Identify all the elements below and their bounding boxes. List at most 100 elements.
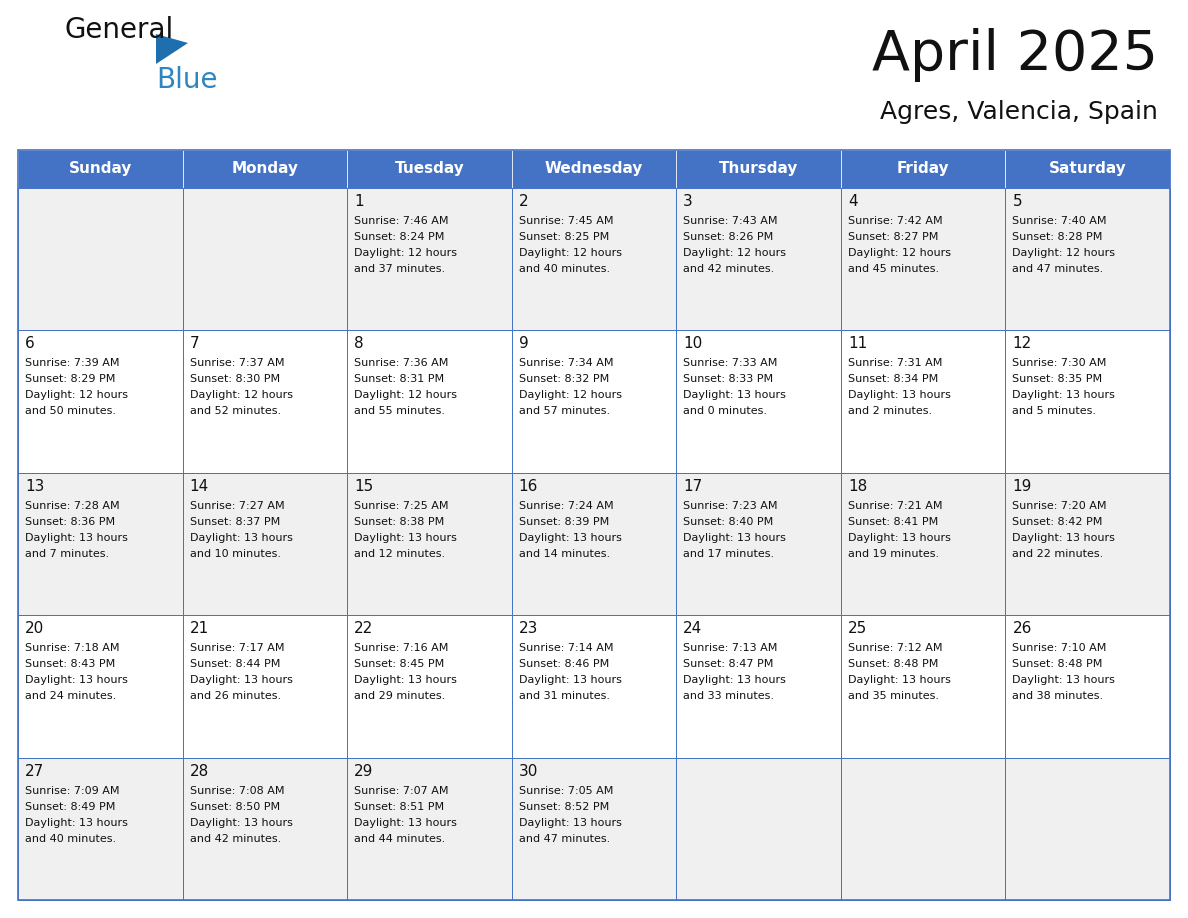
Text: Sunrise: 7:25 AM: Sunrise: 7:25 AM xyxy=(354,501,449,510)
Text: and 52 minutes.: and 52 minutes. xyxy=(190,407,280,417)
Text: Sunset: 8:26 PM: Sunset: 8:26 PM xyxy=(683,232,773,242)
Text: Thursday: Thursday xyxy=(719,162,798,176)
Text: Daylight: 12 hours: Daylight: 12 hours xyxy=(1012,248,1116,258)
Bar xyxy=(183,473,347,615)
Bar xyxy=(347,757,512,900)
Text: 20: 20 xyxy=(25,621,44,636)
Text: Sunrise: 7:30 AM: Sunrise: 7:30 AM xyxy=(1012,358,1107,368)
Text: Daylight: 13 hours: Daylight: 13 hours xyxy=(190,676,292,685)
Text: Daylight: 13 hours: Daylight: 13 hours xyxy=(683,390,786,400)
Text: Sunrise: 7:31 AM: Sunrise: 7:31 AM xyxy=(848,358,942,368)
Text: and 2 minutes.: and 2 minutes. xyxy=(848,407,931,417)
Bar xyxy=(347,188,512,330)
Text: and 29 minutes.: and 29 minutes. xyxy=(354,691,446,701)
Bar xyxy=(347,473,512,615)
Text: Sunrise: 7:10 AM: Sunrise: 7:10 AM xyxy=(1012,644,1107,654)
Text: 15: 15 xyxy=(354,479,373,494)
Text: Sunrise: 7:05 AM: Sunrise: 7:05 AM xyxy=(519,786,613,796)
Text: 25: 25 xyxy=(848,621,867,636)
Text: Sunset: 8:39 PM: Sunset: 8:39 PM xyxy=(519,517,609,527)
Text: and 42 minutes.: and 42 minutes. xyxy=(190,834,280,844)
Text: and 10 minutes.: and 10 minutes. xyxy=(190,549,280,559)
Text: 3: 3 xyxy=(683,194,693,209)
Text: and 40 minutes.: and 40 minutes. xyxy=(519,264,609,274)
Text: Daylight: 12 hours: Daylight: 12 hours xyxy=(848,248,950,258)
Bar xyxy=(18,150,183,188)
Text: Daylight: 13 hours: Daylight: 13 hours xyxy=(848,390,950,400)
Text: Daylight: 13 hours: Daylight: 13 hours xyxy=(683,676,786,685)
Text: and 7 minutes.: and 7 minutes. xyxy=(25,549,109,559)
Text: Sunrise: 7:24 AM: Sunrise: 7:24 AM xyxy=(519,501,613,510)
Bar xyxy=(512,330,676,473)
Text: Sunrise: 7:39 AM: Sunrise: 7:39 AM xyxy=(25,358,120,368)
Text: Sunrise: 7:46 AM: Sunrise: 7:46 AM xyxy=(354,216,449,226)
Text: Sunrise: 7:27 AM: Sunrise: 7:27 AM xyxy=(190,501,284,510)
Text: 12: 12 xyxy=(1012,336,1031,352)
Bar xyxy=(1005,615,1170,757)
Bar xyxy=(676,188,841,330)
Text: and 50 minutes.: and 50 minutes. xyxy=(25,407,116,417)
Text: Sunset: 8:30 PM: Sunset: 8:30 PM xyxy=(190,375,279,385)
Bar xyxy=(18,615,183,757)
Text: Sunrise: 7:28 AM: Sunrise: 7:28 AM xyxy=(25,501,120,510)
Text: Sunset: 8:34 PM: Sunset: 8:34 PM xyxy=(848,375,939,385)
Bar xyxy=(676,757,841,900)
Bar xyxy=(347,330,512,473)
Text: Daylight: 13 hours: Daylight: 13 hours xyxy=(848,676,950,685)
Text: Sunset: 8:35 PM: Sunset: 8:35 PM xyxy=(1012,375,1102,385)
Text: and 45 minutes.: and 45 minutes. xyxy=(848,264,939,274)
Bar xyxy=(512,473,676,615)
Text: Sunset: 8:28 PM: Sunset: 8:28 PM xyxy=(1012,232,1102,242)
Text: and 0 minutes.: and 0 minutes. xyxy=(683,407,767,417)
Bar xyxy=(1005,188,1170,330)
Bar xyxy=(18,330,183,473)
Text: Tuesday: Tuesday xyxy=(394,162,465,176)
Text: Sunrise: 7:09 AM: Sunrise: 7:09 AM xyxy=(25,786,120,796)
Bar xyxy=(18,473,183,615)
Text: Daylight: 13 hours: Daylight: 13 hours xyxy=(354,676,457,685)
Text: 30: 30 xyxy=(519,764,538,778)
Text: Sunset: 8:25 PM: Sunset: 8:25 PM xyxy=(519,232,609,242)
Text: Blue: Blue xyxy=(156,66,217,94)
Text: and 35 minutes.: and 35 minutes. xyxy=(848,691,939,701)
Text: Sunrise: 7:45 AM: Sunrise: 7:45 AM xyxy=(519,216,613,226)
Text: Sunrise: 7:21 AM: Sunrise: 7:21 AM xyxy=(848,501,942,510)
Text: 13: 13 xyxy=(25,479,44,494)
Text: 27: 27 xyxy=(25,764,44,778)
Text: and 40 minutes.: and 40 minutes. xyxy=(25,834,116,844)
Text: Sunrise: 7:42 AM: Sunrise: 7:42 AM xyxy=(848,216,942,226)
Bar xyxy=(347,150,512,188)
Bar xyxy=(841,330,1005,473)
Text: General: General xyxy=(65,16,175,44)
Text: 2: 2 xyxy=(519,194,529,209)
Bar xyxy=(841,188,1005,330)
Text: Sunset: 8:42 PM: Sunset: 8:42 PM xyxy=(1012,517,1102,527)
Text: 5: 5 xyxy=(1012,194,1022,209)
Text: and 55 minutes.: and 55 minutes. xyxy=(354,407,446,417)
Text: and 12 minutes.: and 12 minutes. xyxy=(354,549,446,559)
Bar xyxy=(183,188,347,330)
Text: Sunrise: 7:18 AM: Sunrise: 7:18 AM xyxy=(25,644,120,654)
Text: Daylight: 13 hours: Daylight: 13 hours xyxy=(519,818,621,828)
Text: Daylight: 13 hours: Daylight: 13 hours xyxy=(25,818,128,828)
Text: Sunrise: 7:12 AM: Sunrise: 7:12 AM xyxy=(848,644,942,654)
Text: Daylight: 12 hours: Daylight: 12 hours xyxy=(354,248,457,258)
Bar xyxy=(183,615,347,757)
Text: Sunset: 8:50 PM: Sunset: 8:50 PM xyxy=(190,801,279,812)
Text: 17: 17 xyxy=(683,479,702,494)
Bar xyxy=(512,150,676,188)
Bar xyxy=(512,188,676,330)
Text: 14: 14 xyxy=(190,479,209,494)
Text: Sunset: 8:48 PM: Sunset: 8:48 PM xyxy=(848,659,939,669)
Text: Daylight: 12 hours: Daylight: 12 hours xyxy=(190,390,292,400)
Bar xyxy=(183,150,347,188)
Bar xyxy=(183,757,347,900)
Bar xyxy=(18,757,183,900)
Text: Sunset: 8:36 PM: Sunset: 8:36 PM xyxy=(25,517,115,527)
Text: Sunset: 8:43 PM: Sunset: 8:43 PM xyxy=(25,659,115,669)
Bar xyxy=(512,615,676,757)
Text: 19: 19 xyxy=(1012,479,1032,494)
Text: and 47 minutes.: and 47 minutes. xyxy=(1012,264,1104,274)
Text: and 14 minutes.: and 14 minutes. xyxy=(519,549,609,559)
Text: Sunset: 8:48 PM: Sunset: 8:48 PM xyxy=(1012,659,1102,669)
